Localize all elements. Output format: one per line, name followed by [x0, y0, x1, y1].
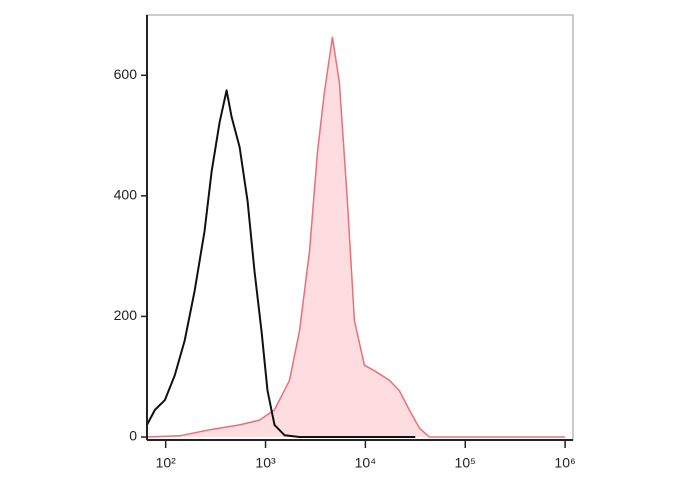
- y-tick-label: 400: [114, 187, 138, 203]
- x-tick-label: 10⁵: [455, 455, 476, 471]
- x-tick-label: 10³: [255, 455, 276, 471]
- x-tick-label: 10⁴: [355, 455, 377, 471]
- x-tick-label: 10²: [156, 455, 177, 471]
- y-tick-label: 200: [114, 307, 138, 323]
- area-fill: [147, 37, 566, 438]
- y-tick-label: 600: [114, 66, 138, 82]
- histogram-line: [146, 89, 416, 438]
- histogram-line: [146, 36, 566, 438]
- y-tick-label: 0: [129, 428, 137, 444]
- x-tick-label: 10⁶: [554, 455, 575, 471]
